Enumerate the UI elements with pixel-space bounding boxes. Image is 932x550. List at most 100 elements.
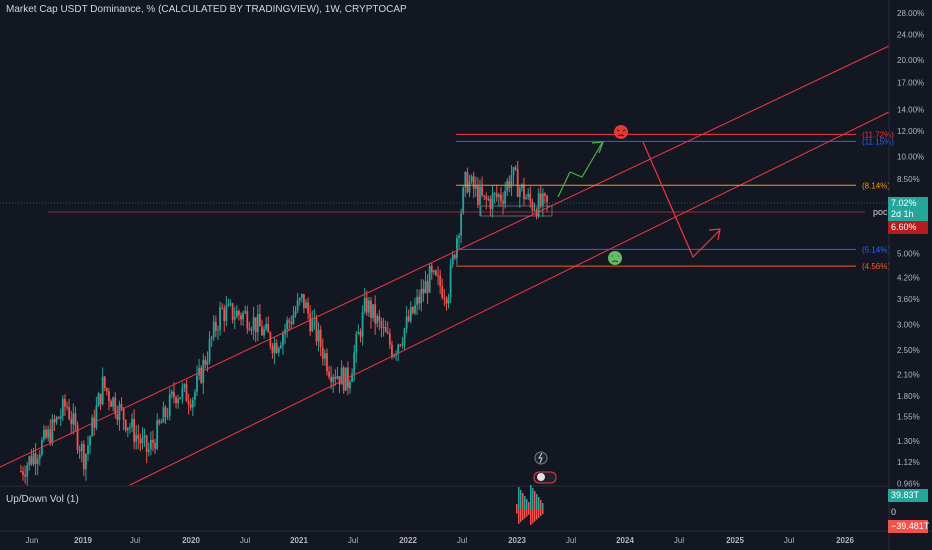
candle-body xyxy=(418,296,421,304)
candle-body xyxy=(353,352,356,374)
candle-body xyxy=(49,429,52,444)
candle-body xyxy=(506,180,509,192)
candle-body xyxy=(168,394,171,416)
volume-down-bar xyxy=(520,510,522,522)
candle-body xyxy=(326,353,328,372)
candle-body xyxy=(514,167,517,170)
candle-body xyxy=(252,317,255,331)
candle-body xyxy=(170,391,173,395)
candle-body xyxy=(116,413,119,420)
candle-body xyxy=(372,304,374,318)
candle-body xyxy=(462,187,465,214)
candle-body xyxy=(129,427,131,429)
candle-body xyxy=(72,413,75,425)
candle-body xyxy=(158,420,161,424)
candle-body xyxy=(500,194,502,201)
candle-body xyxy=(435,270,437,276)
volume-up-bar xyxy=(534,491,536,510)
candle-body xyxy=(518,188,521,197)
x-tick-label: 2022 xyxy=(399,536,417,545)
candle-body xyxy=(223,308,226,322)
candle-body xyxy=(275,342,278,353)
candle-body xyxy=(422,288,425,294)
candle-body xyxy=(544,193,546,196)
candle-body xyxy=(485,196,488,200)
candle-body xyxy=(152,440,154,443)
candle-body xyxy=(219,307,221,330)
candle-body xyxy=(59,415,62,419)
candle-body xyxy=(47,429,50,438)
candle-body xyxy=(403,328,406,344)
y-tick-label: 28.00% xyxy=(897,9,924,18)
candle-body xyxy=(294,310,297,316)
candle-body xyxy=(302,293,305,309)
channel-lower-line xyxy=(129,111,890,486)
candle-body xyxy=(342,367,345,391)
x-tick-label: 2020 xyxy=(182,536,200,545)
candle-body xyxy=(441,286,444,298)
candle-body xyxy=(248,328,251,331)
candle-body xyxy=(386,332,389,334)
candle-body xyxy=(28,456,31,466)
candle-body xyxy=(221,307,224,309)
candle-body xyxy=(22,471,24,475)
y-tick-label: 20.00% xyxy=(897,56,924,65)
candle-body xyxy=(225,305,228,322)
candle-body xyxy=(393,355,395,357)
candle-body xyxy=(84,454,87,470)
volume-up-bar xyxy=(518,487,520,510)
candle-body xyxy=(57,417,60,419)
y-tick-label: 8.50% xyxy=(897,175,920,184)
candle-body xyxy=(432,270,435,273)
candle-body xyxy=(489,198,492,210)
volume-down-bar xyxy=(536,510,538,520)
candle-body xyxy=(424,281,427,294)
candle-body xyxy=(443,297,446,299)
candle-body xyxy=(45,429,47,438)
level-label: (11.15%) xyxy=(862,137,894,146)
candle-body xyxy=(338,376,341,385)
x-tick-label: 2021 xyxy=(290,536,308,545)
candle-body xyxy=(466,172,469,193)
candle-body xyxy=(470,176,473,182)
candle-body xyxy=(279,345,282,348)
candle-body xyxy=(407,316,410,321)
candle-body xyxy=(114,397,117,414)
candle-body xyxy=(166,415,169,417)
candle-body xyxy=(525,197,527,200)
candle-body xyxy=(187,401,190,405)
volume-down-bar xyxy=(540,510,542,516)
candle-body xyxy=(97,393,100,407)
candle-body xyxy=(351,373,354,383)
candle-body xyxy=(133,418,136,442)
candle-body xyxy=(319,329,322,348)
flag-glyph xyxy=(537,473,545,481)
y-tick-label: 24.00% xyxy=(897,30,924,39)
volume-down-bar xyxy=(516,510,518,514)
candle-body xyxy=(378,315,381,321)
time-axis[interactable]: Jun 2019 Jul 2020 Jul 2021 Jul 2022 Jul 2023 Jul 20… xyxy=(0,530,932,545)
candle-body xyxy=(61,399,64,416)
candle-body xyxy=(189,404,192,408)
candle-body xyxy=(179,397,182,400)
x-tick-label: Jul xyxy=(566,536,576,545)
volume-down-bar xyxy=(518,510,520,524)
candle-body xyxy=(91,417,94,437)
candle-body xyxy=(36,459,39,464)
volume-zero-label: 0 xyxy=(891,507,897,517)
candle-body xyxy=(497,194,500,198)
candle-body xyxy=(445,298,448,304)
candle-body xyxy=(487,198,490,200)
volume-up-bar xyxy=(528,502,530,510)
lightning-glyph xyxy=(538,452,543,464)
candle-body xyxy=(474,185,477,189)
candle-body xyxy=(367,300,370,313)
candle-body xyxy=(118,404,121,420)
candle-body xyxy=(120,404,123,408)
volume-up-bar xyxy=(530,485,532,510)
candle-body xyxy=(334,376,337,379)
candle-body xyxy=(124,419,127,431)
candle-body xyxy=(101,376,104,405)
candle-body xyxy=(447,297,450,304)
